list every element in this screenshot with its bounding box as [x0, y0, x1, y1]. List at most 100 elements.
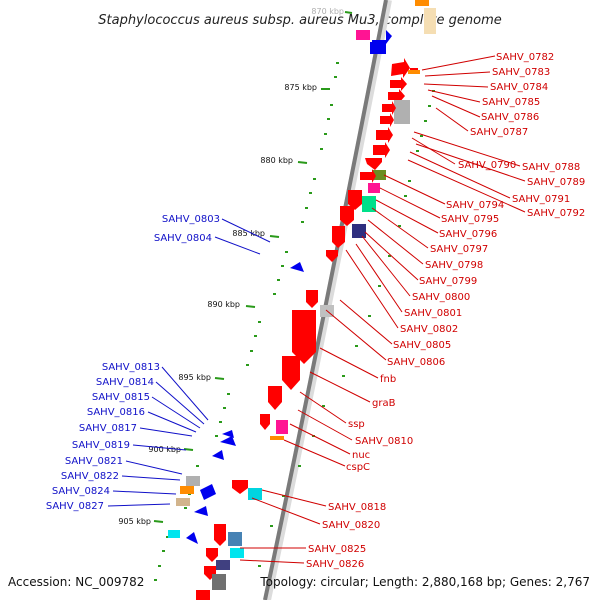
gene-arrow — [390, 77, 407, 91]
gene-label: SAHV_0788 — [522, 162, 580, 173]
gene-arrow — [306, 290, 318, 308]
left-leaders — [107, 218, 271, 507]
gene-feature — [372, 170, 386, 180]
gene-label: cspC — [346, 462, 370, 473]
reverse-genes — [168, 30, 392, 544]
gene-arrow — [340, 206, 354, 226]
ruler-tick — [297, 161, 308, 164]
gene-label: SAHV_0827 — [46, 501, 104, 512]
gene-label: SAHV_0816 — [87, 407, 145, 418]
gene-feature — [410, 68, 418, 71]
gene-label: SAHV_0799 — [419, 276, 477, 287]
gene-arrow — [292, 310, 316, 364]
gene-arrow — [290, 262, 304, 272]
gene-arrow — [391, 58, 410, 78]
gene-arrow — [373, 142, 390, 158]
ruler-label: 885 kbp — [232, 229, 265, 238]
ruler-tick — [245, 305, 256, 308]
gene-feature — [248, 488, 262, 500]
forward-genes — [196, 0, 436, 600]
gene-label: SAHV_0813 — [102, 362, 160, 373]
gene-feature — [394, 100, 410, 124]
gene-feature — [270, 436, 284, 440]
genome-stats-text: Topology: circular; Length: 2,880,168 bp… — [259, 575, 590, 589]
gene-feature — [424, 8, 436, 34]
gene-arrow — [376, 127, 393, 143]
gene-label: SAHV_0826 — [306, 559, 364, 570]
gene-arrow — [348, 190, 362, 210]
accession-text: Accession: NC_009782 — [8, 575, 144, 589]
gene-arrow — [360, 169, 376, 183]
gene-label: SAHV_0797 — [430, 244, 488, 255]
gene-feature — [180, 486, 194, 494]
gene-label: SAHV_0825 — [308, 544, 366, 555]
gene-feature — [370, 42, 386, 54]
gene-label: SAHV_0796 — [439, 229, 497, 240]
gene-label: SAHV_0792 — [527, 208, 585, 219]
ruler-tick — [269, 235, 280, 238]
gene-arrow — [214, 524, 226, 546]
gene-label: SAHV_0818 — [328, 502, 386, 513]
gene-feature — [216, 560, 230, 570]
gene-arrow — [206, 548, 218, 562]
left-labels: SAHV_0803 SAHV_0804 SAHV_0813 SAHV_0814 … — [46, 214, 220, 512]
gene-feature — [176, 498, 190, 506]
gene-label: SAHV_0806 — [387, 357, 445, 368]
gene-feature — [168, 530, 180, 538]
gene-arrow — [212, 450, 224, 460]
ruler-label: 890 kbp — [207, 300, 240, 309]
gene-label: SAHV_0787 — [470, 127, 528, 138]
gene-label: SAHV_0817 — [79, 423, 137, 434]
ruler-label: 880 kbp — [260, 156, 293, 165]
gene-feature — [276, 420, 288, 434]
gene-label: SAHV_0798 — [425, 260, 483, 271]
gene-label: SAHV_0790 — [458, 160, 516, 171]
gene-label: SAHV_0803 — [162, 214, 220, 225]
gene-arrow — [380, 113, 394, 127]
gene-label: SAHV_0802 — [400, 324, 458, 335]
map-title: Staphylococcus aureus subsp. aureus Mu3,… — [98, 13, 502, 28]
gene-arrow — [200, 484, 216, 500]
gene-label: SAHV_0804 — [154, 233, 212, 244]
gene-label: SAHV_0820 — [322, 520, 380, 531]
gene-label: SAHV_0815 — [92, 392, 150, 403]
gene-label: nuc — [352, 450, 370, 461]
gene-arrow — [220, 436, 236, 446]
gene-arrow — [222, 430, 234, 438]
gene-arrow — [268, 386, 282, 410]
gene-label: SAHV_0801 — [404, 308, 462, 319]
ruler-tick — [344, 11, 353, 14]
ruler-tick — [153, 520, 164, 523]
gene-arrow — [196, 590, 210, 600]
gene-label: SAHV_0814 — [96, 377, 154, 388]
ruler-tick — [214, 377, 225, 380]
gene-label: SAHV_0784 — [490, 82, 548, 93]
gene-arrow — [332, 226, 345, 248]
gene-label: fnb — [380, 374, 396, 385]
gene-label: graB — [372, 398, 396, 409]
gene-arrow — [186, 532, 198, 544]
gene-label: SAHV_0791 — [512, 194, 570, 205]
gene-label: SAHV_0794 — [446, 200, 504, 211]
ruler: 870 kbp 875 kbp 880 kbp 885 kbp 890 kbp … — [118, 7, 353, 526]
gene-label: SAHV_0795 — [441, 214, 499, 225]
gene-feature — [212, 574, 226, 590]
gene-feature — [356, 30, 370, 40]
gene-arrow — [326, 250, 338, 262]
gene-label: SAHV_0789 — [527, 177, 585, 188]
gene-feature — [228, 532, 242, 546]
gene-arrow — [282, 356, 300, 390]
gene-label: ssp — [348, 419, 365, 430]
gene-feature — [186, 476, 200, 486]
gene-label: SAHV_0805 — [393, 340, 451, 351]
gene-label: SAHV_0822 — [61, 471, 119, 482]
gene-label: SAHV_0824 — [52, 486, 110, 497]
gene-arrow — [382, 101, 396, 115]
ruler-label: 870 kbp — [311, 7, 344, 16]
gene-arrow — [260, 414, 270, 430]
ruler-label: 895 kbp — [178, 373, 211, 382]
gene-feature — [352, 224, 366, 238]
ruler-label: 905 kbp — [118, 517, 151, 526]
